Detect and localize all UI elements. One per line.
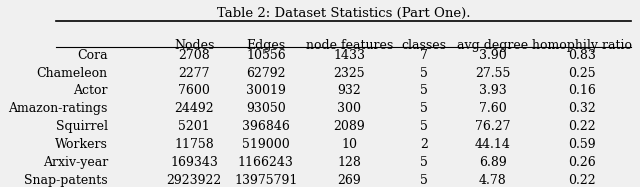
Text: 2708: 2708 [178, 49, 210, 62]
Text: 93050: 93050 [246, 102, 285, 115]
Text: 0.25: 0.25 [568, 67, 596, 79]
Text: 0.26: 0.26 [568, 156, 596, 169]
Text: 519000: 519000 [242, 138, 290, 151]
Text: 2277: 2277 [179, 67, 210, 79]
Text: 30019: 30019 [246, 84, 286, 97]
Text: 5: 5 [420, 84, 428, 97]
Text: Edges: Edges [246, 39, 285, 52]
Text: 44.14: 44.14 [475, 138, 511, 151]
Text: 1166243: 1166243 [238, 156, 294, 169]
Text: Workers: Workers [55, 138, 108, 151]
Text: 3.90: 3.90 [479, 49, 507, 62]
Text: 5: 5 [420, 120, 428, 133]
Text: classes: classes [401, 39, 446, 52]
Text: 11758: 11758 [174, 138, 214, 151]
Text: 2325: 2325 [333, 67, 365, 79]
Text: 269: 269 [337, 174, 361, 187]
Text: Squirrel: Squirrel [56, 120, 108, 133]
Text: 6.89: 6.89 [479, 156, 507, 169]
Text: 7.60: 7.60 [479, 102, 507, 115]
Text: 62792: 62792 [246, 67, 285, 79]
Text: 76.27: 76.27 [475, 120, 511, 133]
Text: 300: 300 [337, 102, 361, 115]
Text: Amazon-ratings: Amazon-ratings [8, 102, 108, 115]
Text: Arxiv-year: Arxiv-year [43, 156, 108, 169]
Text: 128: 128 [337, 156, 361, 169]
Text: 2923922: 2923922 [166, 174, 221, 187]
Text: 0.32: 0.32 [568, 102, 596, 115]
Text: 0.83: 0.83 [568, 49, 596, 62]
Text: 5: 5 [420, 156, 428, 169]
Text: 24492: 24492 [174, 102, 214, 115]
Text: 5201: 5201 [178, 120, 210, 133]
Text: 5: 5 [420, 67, 428, 79]
Text: 3.93: 3.93 [479, 84, 507, 97]
Text: 13975791: 13975791 [234, 174, 298, 187]
Text: 2089: 2089 [333, 120, 365, 133]
Text: 5: 5 [420, 102, 428, 115]
Text: Cora: Cora [77, 49, 108, 62]
Text: 1433: 1433 [333, 49, 365, 62]
Text: 7600: 7600 [178, 84, 210, 97]
Text: 5: 5 [420, 174, 428, 187]
Text: 10556: 10556 [246, 49, 285, 62]
Text: 0.16: 0.16 [568, 84, 596, 97]
Text: 0.59: 0.59 [568, 138, 596, 151]
Text: 0.22: 0.22 [568, 174, 596, 187]
Text: homophily ratio: homophily ratio [532, 39, 632, 52]
Text: 10: 10 [341, 138, 357, 151]
Text: Chameleon: Chameleon [36, 67, 108, 79]
Text: Snap-patents: Snap-patents [24, 174, 108, 187]
Text: 2: 2 [420, 138, 428, 151]
Text: 932: 932 [337, 84, 361, 97]
Text: Nodes: Nodes [174, 39, 214, 52]
Text: 396846: 396846 [242, 120, 290, 133]
Text: 27.55: 27.55 [475, 67, 511, 79]
Text: Actor: Actor [74, 84, 108, 97]
Text: 0.22: 0.22 [568, 120, 596, 133]
Text: avg degree: avg degree [458, 39, 529, 52]
Text: node features: node features [305, 39, 393, 52]
Text: 4.78: 4.78 [479, 174, 507, 187]
Text: 7: 7 [420, 49, 428, 62]
Text: 169343: 169343 [170, 156, 218, 169]
Text: Table 2: Dataset Statistics (Part One).: Table 2: Dataset Statistics (Part One). [217, 7, 470, 19]
